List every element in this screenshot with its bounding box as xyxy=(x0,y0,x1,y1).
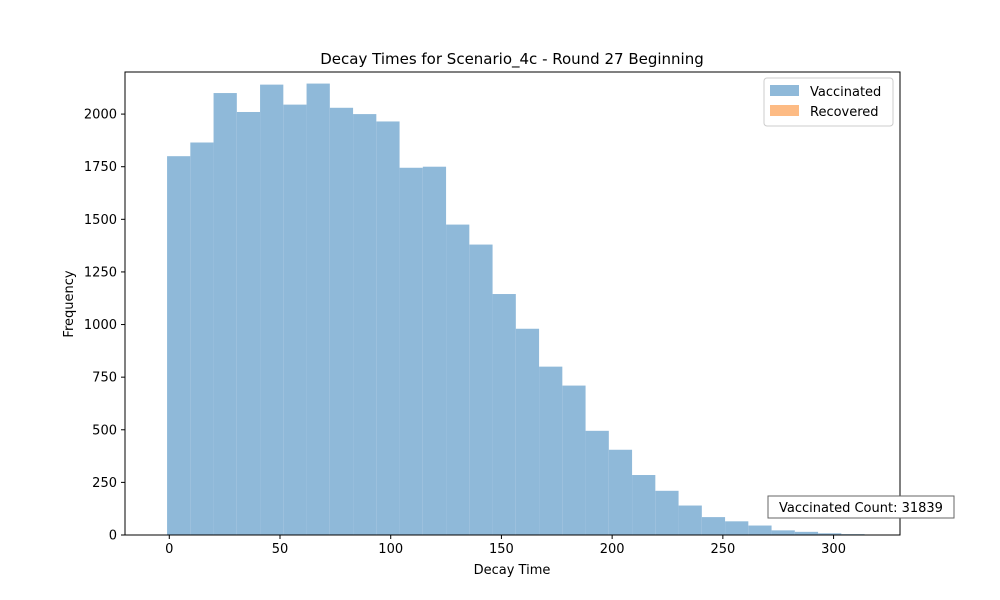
histogram-bar xyxy=(376,121,400,535)
x-tick-label: 300 xyxy=(821,542,846,557)
plot-frame xyxy=(124,71,901,536)
histogram-bar xyxy=(353,114,377,535)
y-tick-label: 1250 xyxy=(84,265,117,280)
x-tick-label: 150 xyxy=(489,542,514,557)
legend-swatch-recovered xyxy=(770,105,799,116)
legend-label-vaccinated: Vaccinated xyxy=(810,85,881,100)
ticks-layer: 0 50 100 150 200 250 300 0 250 500 750 1000 1250 1500… xyxy=(84,108,846,557)
histogram-bar xyxy=(190,142,214,536)
histogram-bar xyxy=(725,521,749,535)
x-axis-label: Decay Time xyxy=(474,563,551,578)
x-tick-label: 0 xyxy=(165,542,173,557)
histogram-bar xyxy=(236,111,261,536)
histogram-bar xyxy=(260,84,284,536)
legend-label-recovered: Recovered xyxy=(810,105,879,120)
histogram-bar xyxy=(515,328,540,535)
histogram-bar xyxy=(167,156,191,535)
histogram-bar xyxy=(608,449,633,535)
y-axis-label: Frequency xyxy=(62,270,77,337)
chart-title: Decay Times for Scenario_4c - Round 27 B… xyxy=(320,50,704,69)
histogram-bar xyxy=(422,166,447,536)
count-annotation-box xyxy=(767,495,955,519)
histogram-bar xyxy=(539,366,563,535)
histogram-bar xyxy=(399,167,423,535)
bars-layer xyxy=(167,83,865,536)
histogram-bar xyxy=(818,533,842,535)
histogram-bar xyxy=(306,83,330,535)
histogram-bar xyxy=(283,104,307,535)
histogram-bar xyxy=(469,244,493,535)
histogram-bar xyxy=(701,517,726,535)
y-tick-label: 750 xyxy=(92,371,117,386)
histogram-bar xyxy=(213,93,237,535)
histogram-bar xyxy=(655,490,679,535)
count-annotation-text: Vaccinated Count: 31839 xyxy=(779,501,943,516)
histogram-bar xyxy=(794,531,819,535)
y-tick-label: 2000 xyxy=(84,108,117,123)
histogram-bar xyxy=(678,505,702,535)
y-tick-label: 0 xyxy=(109,529,117,544)
count-annotation: Vaccinated Count: 31839 xyxy=(767,495,955,519)
y-tick-label: 1000 xyxy=(84,318,117,333)
x-tick-label: 100 xyxy=(378,542,403,557)
y-tick-label: 500 xyxy=(92,423,117,438)
legend-swatch-vaccinated xyxy=(770,85,799,96)
histogram-bar xyxy=(748,525,772,535)
y-tick-label: 250 xyxy=(92,476,117,491)
histogram-bar xyxy=(771,530,795,535)
legend: Vaccinated Recovered xyxy=(763,77,894,127)
x-tick-label: 250 xyxy=(710,542,735,557)
x-tick-label: 50 xyxy=(272,542,289,557)
histogram-bar xyxy=(492,294,516,535)
y-tick-label: 1750 xyxy=(84,160,117,175)
x-tick-label: 200 xyxy=(600,542,625,557)
histogram-bar xyxy=(329,107,354,535)
y-tick-label: 1500 xyxy=(84,213,117,228)
histogram-bar xyxy=(585,430,609,535)
histogram-bar xyxy=(446,224,470,536)
histogram-bar xyxy=(562,385,586,535)
histogram-bar xyxy=(632,475,656,535)
